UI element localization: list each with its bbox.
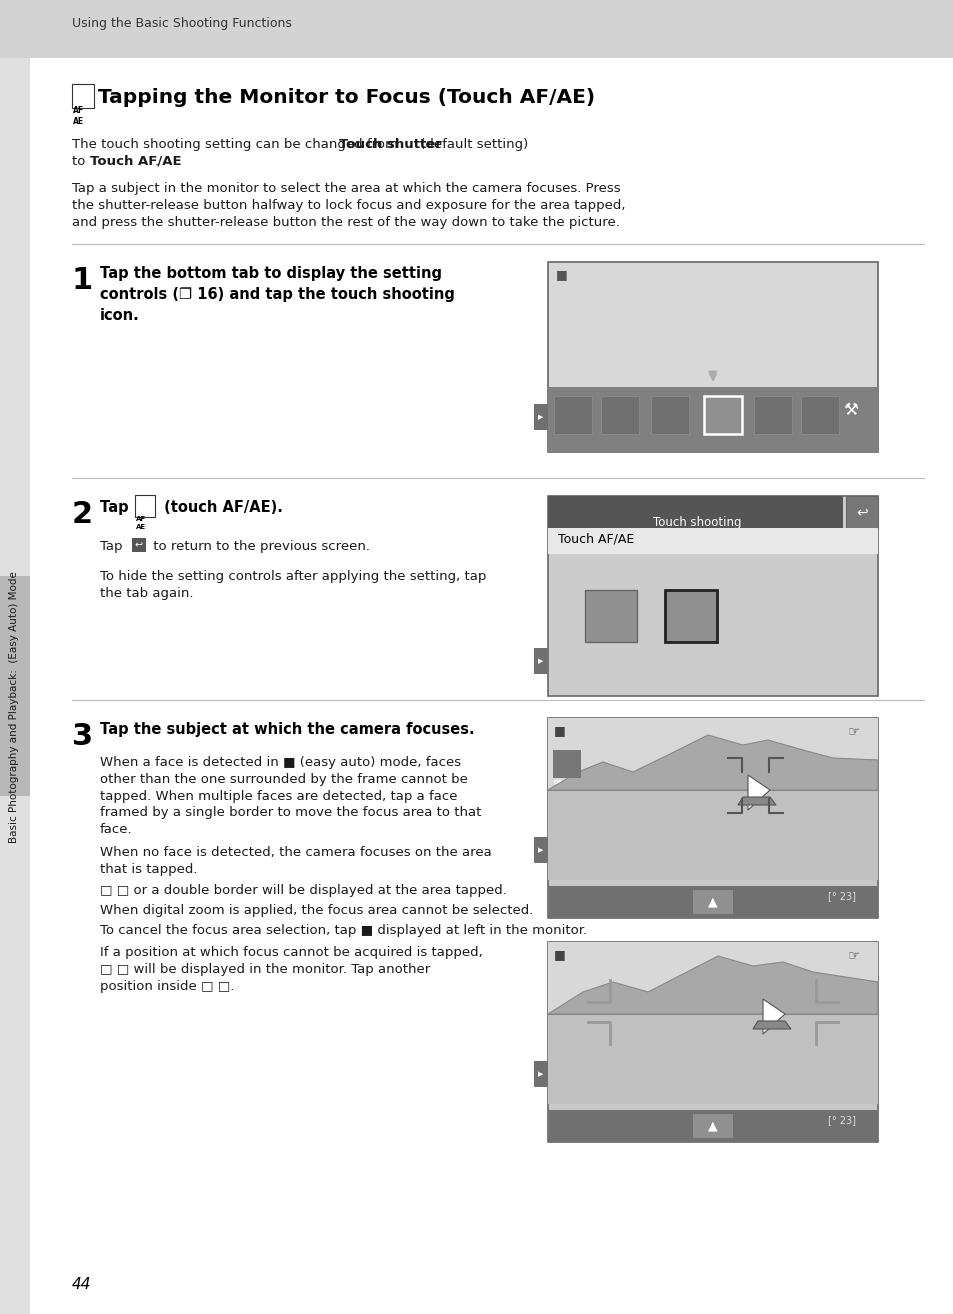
Text: When a face is detected in ■ (easy auto) mode, faces
other than the one surround: When a face is detected in ■ (easy auto)… (100, 756, 481, 836)
Text: To cancel the focus area selection, tap ■ displayed at left in the monitor.: To cancel the focus area selection, tap … (100, 924, 586, 937)
Text: The touch shooting setting can be changed from: The touch shooting setting can be change… (71, 138, 402, 151)
Text: AF
AE: AF AE (73, 106, 84, 126)
Bar (547, 261, 877, 452)
Bar (547, 495, 842, 528)
Text: ▲: ▲ (707, 1120, 717, 1133)
Bar (692, 1114, 732, 1138)
Text: If a position at which focus cannot be acquired is tapped,: If a position at which focus cannot be a… (100, 946, 482, 959)
Text: ⚒: ⚒ (842, 401, 857, 419)
Text: Basic Photography and Playback:  (Easy Auto) Mode: Basic Photography and Playback: (Easy Au… (9, 572, 19, 844)
Bar (547, 942, 877, 1104)
Text: (touch AF/AE).: (touch AF/AE). (159, 501, 283, 515)
Text: [° 23]: [° 23] (827, 891, 855, 901)
Bar (71, 84, 94, 108)
Text: ■: ■ (554, 724, 565, 737)
Text: ▼: ▼ (707, 368, 717, 381)
Bar (703, 396, 741, 434)
Bar (534, 837, 547, 863)
Text: When no face is detected, the camera focuses on the area
that is tapped.: When no face is detected, the camera foc… (100, 846, 491, 876)
Text: WAF
OFF: WAF OFF (554, 774, 569, 786)
Text: Tap the bottom tab to display the setting
controls (❐ 16) and tap the touch shoo: Tap the bottom tab to display the settin… (100, 265, 455, 323)
Polygon shape (747, 775, 769, 809)
Bar (547, 717, 877, 880)
Polygon shape (738, 798, 775, 805)
Text: Tap a subject in the monitor to select the area at which the camera focuses. Pre: Tap a subject in the monitor to select t… (71, 183, 625, 229)
Polygon shape (762, 999, 784, 1034)
Bar (547, 528, 877, 555)
Bar (132, 537, 146, 552)
Text: ▲: ▲ (707, 896, 717, 908)
Bar (664, 590, 717, 643)
Polygon shape (547, 735, 877, 790)
Bar (692, 890, 732, 915)
Text: ↩: ↩ (134, 540, 143, 551)
Bar (534, 648, 547, 674)
Bar (0, 576, 30, 796)
Text: ▶: ▶ (537, 658, 543, 664)
Bar (547, 886, 877, 918)
Text: ☞: ☞ (847, 724, 860, 738)
Bar (600, 396, 639, 434)
Text: ▶: ▶ (537, 848, 543, 853)
Text: Tap: Tap (100, 501, 133, 515)
Bar (547, 1110, 877, 1142)
Text: Using the Basic Shooting Functions: Using the Basic Shooting Functions (71, 17, 292, 30)
Bar (553, 750, 580, 778)
Text: 44: 44 (71, 1277, 91, 1292)
Text: [° 23]: [° 23] (827, 1116, 855, 1125)
Bar (534, 403, 547, 430)
Text: □ □ will be displayed in the monitor. Tap another: □ □ will be displayed in the monitor. Ta… (100, 963, 430, 976)
Text: 1: 1 (71, 265, 93, 296)
Text: To hide the setting controls after applying the setting, tap
the tab again.: To hide the setting controls after apply… (100, 570, 486, 599)
Text: Touch AF/AE: Touch AF/AE (90, 155, 181, 168)
Bar (547, 717, 877, 918)
Bar (753, 396, 791, 434)
Bar (135, 495, 154, 516)
Bar (0, 58, 30, 1314)
Text: (default setting): (default setting) (416, 138, 528, 151)
Text: Tap the subject at which the camera focuses.: Tap the subject at which the camera focu… (100, 721, 475, 737)
Text: .: . (154, 155, 159, 168)
Text: ▶: ▶ (537, 1071, 543, 1077)
Text: ▶: ▶ (537, 414, 543, 420)
Bar (554, 396, 592, 434)
Bar (845, 495, 877, 528)
Bar (547, 790, 877, 880)
Text: Touch shutter: Touch shutter (338, 138, 441, 151)
Text: Touch AF/AE: Touch AF/AE (558, 533, 634, 547)
Bar (584, 590, 637, 643)
Text: AF
AE: AF AE (670, 597, 682, 616)
Text: Tapping the Monitor to Focus (Touch AF/AE): Tapping the Monitor to Focus (Touch AF/A… (98, 88, 595, 106)
Text: Tap: Tap (100, 540, 127, 553)
Bar (547, 942, 877, 1142)
Bar (650, 396, 688, 434)
Text: ☞: ☞ (847, 947, 860, 962)
Bar (547, 1014, 877, 1104)
Polygon shape (547, 957, 877, 1014)
Bar (0, 0, 953, 58)
Text: to: to (71, 155, 90, 168)
Text: 3: 3 (71, 721, 93, 752)
Text: □ □ or a double border will be displayed at the area tapped.: □ □ or a double border will be displayed… (100, 884, 506, 897)
Text: 2: 2 (71, 501, 93, 530)
Text: Touch shooting: Touch shooting (652, 516, 740, 530)
Bar (801, 396, 838, 434)
Text: When digital zoom is applied, the focus area cannot be selected.: When digital zoom is applied, the focus … (100, 904, 533, 917)
Bar (534, 1060, 547, 1087)
Bar (547, 388, 877, 452)
Text: AF
AE: AF AE (136, 516, 146, 530)
Text: to return to the previous screen.: to return to the previous screen. (149, 540, 370, 553)
Text: ■: ■ (554, 947, 565, 961)
Text: ↩: ↩ (855, 505, 867, 519)
Text: position inside □ □.: position inside □ □. (100, 980, 234, 993)
Polygon shape (752, 1021, 790, 1029)
Text: ■: ■ (556, 268, 567, 281)
Bar (547, 495, 877, 696)
